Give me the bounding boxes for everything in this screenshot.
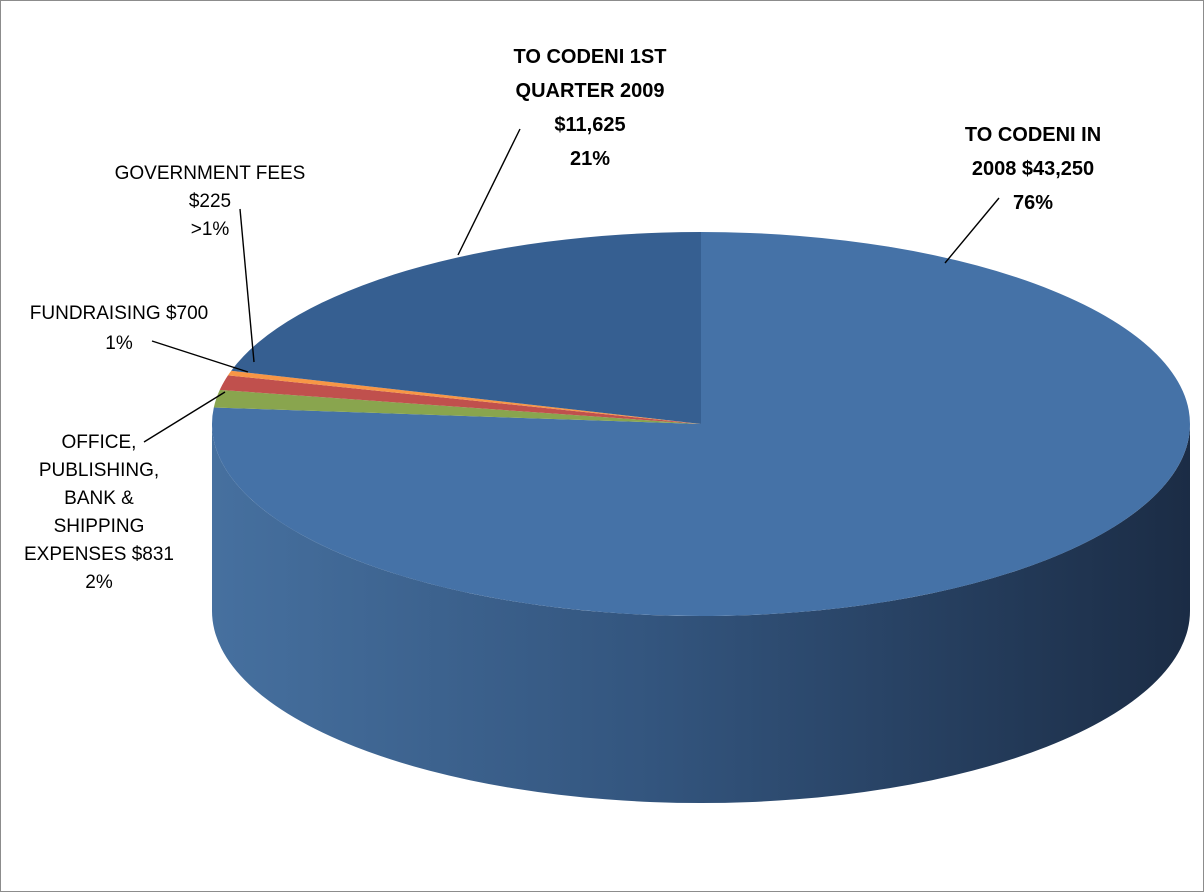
slice-label-line: QUARTER 2009: [516, 80, 665, 102]
leader-line-fundraising: [151, 340, 249, 373]
leader-line-office-publishing: [143, 391, 226, 443]
pie-slice-fundraising: [219, 375, 702, 424]
slice-label-fundraising: FUNDRAISING $700 1%: [30, 303, 208, 354]
slice-label-line: GOVERNMENT FEES: [115, 163, 306, 184]
slice-label-line: 1%: [105, 333, 133, 354]
slice-label-line: >1%: [191, 219, 230, 240]
slice-label-line: 76%: [1013, 192, 1053, 214]
pie-slice-codeni-q1-2009: [231, 232, 701, 424]
leader-line-government-fees: [239, 208, 255, 363]
slice-label-line: TO CODENI 1ST: [514, 46, 667, 68]
slice-label-line: OFFICE,: [62, 432, 137, 453]
slice-label-codeni-q1-2009: TO CODENI 1ST QUARTER 2009 $11,625 21%: [514, 46, 667, 170]
pie-sides: [212, 424, 1190, 803]
pie-slice-government-fees: [227, 370, 702, 424]
slice-label-office-publishing: OFFICE, PUBLISHING, BANK & SHIPPING EXPENSES…: [24, 432, 174, 593]
slice-label-line: PUBLISHING,: [39, 460, 159, 481]
pie-top: [212, 232, 1191, 616]
slice-labels: TO CODENI IN 2008 $43,250 76% OFFICE, PUBLIS…: [24, 46, 1101, 593]
slice-label-line: FUNDRAISING $700: [30, 303, 208, 324]
slice-label-line: 21%: [570, 148, 610, 170]
pie-side-codeni-2008: [212, 424, 1190, 803]
pie-slice-office-publishing: [213, 389, 702, 424]
slice-label-line: $11,625: [554, 114, 625, 136]
slice-label-line: SHIPPING: [54, 516, 145, 537]
slice-label-line: 2008 $43,250: [972, 158, 1094, 180]
slice-label-codeni-2008: TO CODENI IN 2008 $43,250 76%: [965, 124, 1101, 214]
slice-label-government-fees: GOVERNMENT FEES $225 >1%: [115, 163, 306, 240]
slice-label-line: TO CODENI IN: [965, 124, 1101, 146]
leader-lines: [143, 128, 1000, 443]
leader-line-codeni-2008: [944, 197, 1000, 264]
leader-line-codeni-q1-2009: [457, 128, 521, 256]
slice-label-line: 2%: [85, 572, 113, 593]
slice-label-line: BANK &: [64, 488, 134, 509]
pie-slice-codeni-2008: [212, 232, 1191, 616]
slice-label-line: EXPENSES $831: [24, 544, 174, 565]
slice-label-line: $225: [189, 191, 231, 212]
